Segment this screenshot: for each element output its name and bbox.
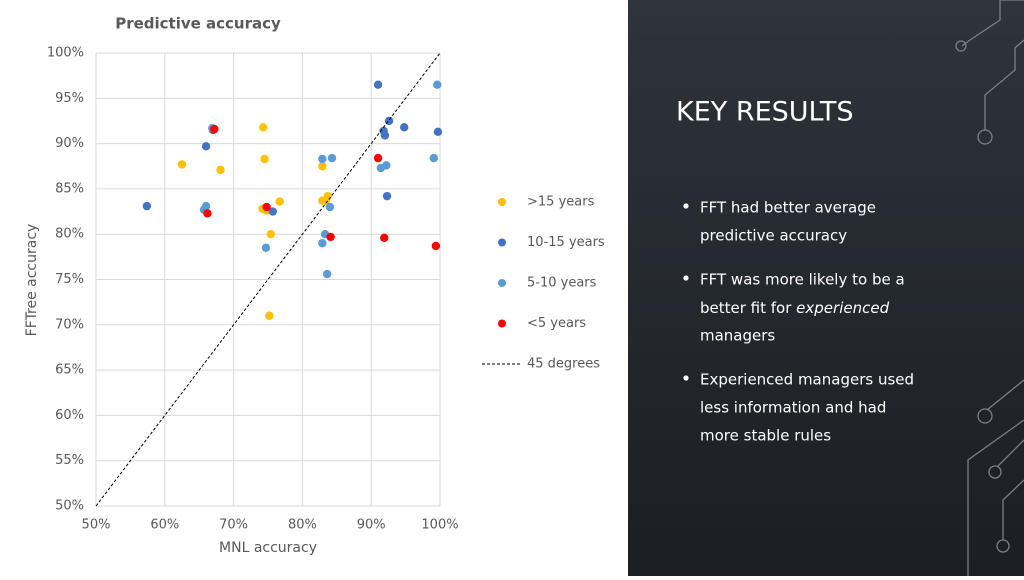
point	[203, 209, 212, 218]
y-tick-label: 85%	[55, 181, 84, 196]
side-panel	[628, 0, 1024, 576]
point	[322, 269, 332, 279]
y-tick-label: 70%	[55, 317, 84, 332]
bullet-text: FFT had better average	[700, 199, 876, 217]
point	[431, 241, 441, 251]
circuit-decoration	[955, 0, 1024, 576]
legend-label: 10-15 years	[527, 235, 605, 250]
y-tick-label: 50%	[55, 499, 84, 514]
x-axis-label: MNL accuracy	[219, 540, 317, 556]
point	[265, 311, 274, 320]
legend-label: <5 years	[527, 316, 586, 331]
point	[433, 127, 443, 137]
bullet-text-segment: better fit for	[700, 299, 796, 317]
x-tick-label: 60%	[150, 518, 179, 533]
chart-background	[0, 0, 628, 576]
point	[384, 116, 394, 126]
point	[429, 153, 439, 163]
point	[216, 165, 225, 175]
point	[258, 123, 268, 132]
x-tick-label: 90%	[357, 518, 386, 533]
bullet-dot	[683, 203, 689, 209]
bullet-text: less information and had	[700, 399, 886, 417]
point	[201, 142, 211, 151]
point	[266, 230, 275, 239]
legend-label: 5-10 years	[527, 276, 597, 291]
point	[177, 160, 187, 169]
y-tick-label: 65%	[55, 363, 84, 378]
legend-label: 45 degrees	[527, 357, 600, 372]
point	[262, 202, 271, 212]
point	[382, 191, 392, 201]
legend-swatch	[498, 238, 506, 247]
y-tick-label: 95%	[55, 91, 84, 106]
point	[326, 232, 335, 242]
point	[321, 196, 330, 205]
bullet-list: FFT had better average predictive accurac…	[683, 199, 914, 445]
point	[380, 233, 389, 243]
y-tick-label: 60%	[55, 408, 84, 423]
point	[275, 197, 284, 206]
point	[210, 124, 219, 134]
x-tick-label: 50%	[82, 518, 111, 533]
point	[268, 207, 278, 216]
plot: 50% 55% 60% 65% 70% 75% 80% 85% 90% 95% 100% 50% 60%…	[47, 46, 605, 533]
bullet-dot	[683, 375, 689, 381]
y-tick-label: 55%	[55, 453, 84, 468]
point	[318, 239, 327, 248]
y-tick-label: 75%	[55, 272, 84, 287]
point	[433, 80, 442, 89]
bullet-dot	[683, 275, 689, 281]
bullet-text: predictive accuracy	[700, 227, 847, 245]
legend-swatch	[498, 319, 506, 328]
x-tick-label: 70%	[219, 518, 248, 533]
point	[400, 123, 409, 132]
point	[318, 162, 327, 171]
y-tick-label: 80%	[55, 227, 84, 242]
point	[380, 131, 390, 140]
y-tick-label: 100%	[47, 46, 84, 61]
legend-swatch	[498, 198, 506, 206]
point	[260, 154, 269, 164]
y-axis-label: FFTree accuracy	[24, 224, 40, 337]
x-tick-label: 100%	[421, 518, 458, 533]
bullet-text: more stable rules	[700, 427, 831, 445]
point	[142, 201, 152, 211]
point	[382, 161, 391, 170]
bullet-text: Experienced managers used	[700, 371, 914, 389]
point	[327, 153, 337, 163]
point	[261, 243, 271, 252]
y-tick-label: 90%	[55, 136, 84, 151]
bullet-text: better fit for experienced	[700, 299, 890, 317]
point	[373, 80, 383, 89]
slide-heading: KEY RESULTS	[676, 97, 854, 128]
point	[373, 153, 383, 163]
point	[325, 202, 335, 212]
x-tick-label: 80%	[288, 518, 317, 533]
point	[318, 154, 327, 164]
legend-swatch	[498, 279, 506, 287]
legend-label: >15 years	[527, 195, 595, 210]
chart-title: Predictive accuracy	[115, 15, 281, 33]
bullet-text: FFT was more likely to be a	[700, 271, 905, 289]
bullet-text-segment: experienced	[796, 299, 889, 317]
bullet-text: managers	[700, 327, 775, 345]
